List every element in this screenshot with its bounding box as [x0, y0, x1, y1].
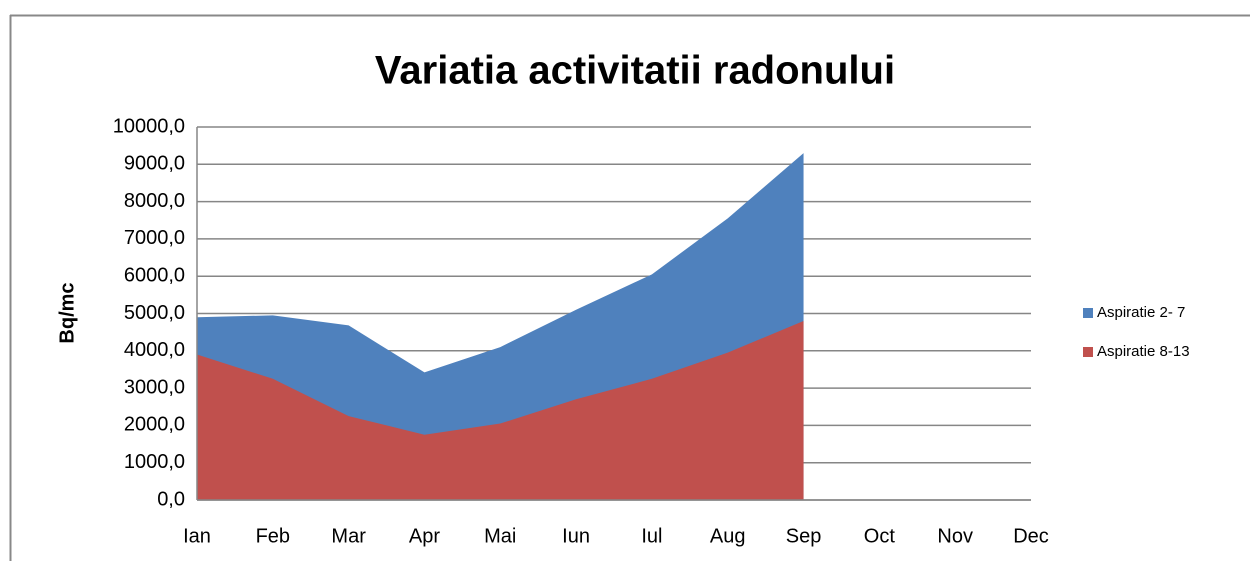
legend-label: Aspiratie 2- 7	[1097, 304, 1185, 321]
x-tick-label: Nov	[937, 525, 973, 547]
axes: 0,0 1000,0 2000,0 3000,0 4000,0 5000,0 6000,0 7…	[113, 115, 1049, 547]
y-tick-label: 1000,0	[124, 451, 185, 473]
x-tick-label: Ian	[183, 525, 211, 547]
area	[197, 320, 804, 500]
y-tick-label: 2000,0	[124, 414, 185, 436]
x-tick-label: Mai	[484, 525, 516, 547]
x-tick-label: Mar	[331, 525, 366, 547]
legend-label: Aspiratie 8-13	[1097, 343, 1190, 360]
y-tick-label: 10000,0	[113, 115, 185, 137]
x-tick-label: Sep	[786, 525, 822, 547]
x-tick-label: Dec	[1013, 525, 1049, 547]
x-tick-label: Iul	[641, 525, 662, 547]
legend-swatch	[1083, 308, 1093, 318]
y-tick-label: 4000,0	[124, 339, 185, 361]
x-tick-label: Oct	[864, 525, 896, 547]
plot	[197, 153, 804, 501]
y-tick-label: 6000,0	[124, 264, 185, 286]
y-tick-label: 3000,0	[124, 376, 185, 398]
chart-title: Variatia activitatii radonului	[375, 49, 895, 93]
y-tick-label: 9000,0	[124, 153, 185, 175]
y-tick-label: 8000,0	[124, 190, 185, 212]
x-tick-label: Apr	[409, 525, 440, 547]
y-tick-label: 0,0	[157, 488, 185, 510]
legend-swatch	[1083, 347, 1093, 357]
y-tick-label: 7000,0	[124, 227, 185, 249]
x-tick-label: Aug	[710, 525, 746, 547]
y-tick-label: 5000,0	[124, 302, 185, 324]
x-tick-label: Iun	[562, 525, 590, 547]
y-axis-label: Bq/mc	[56, 282, 78, 343]
x-tick-label: Feb	[256, 525, 290, 547]
